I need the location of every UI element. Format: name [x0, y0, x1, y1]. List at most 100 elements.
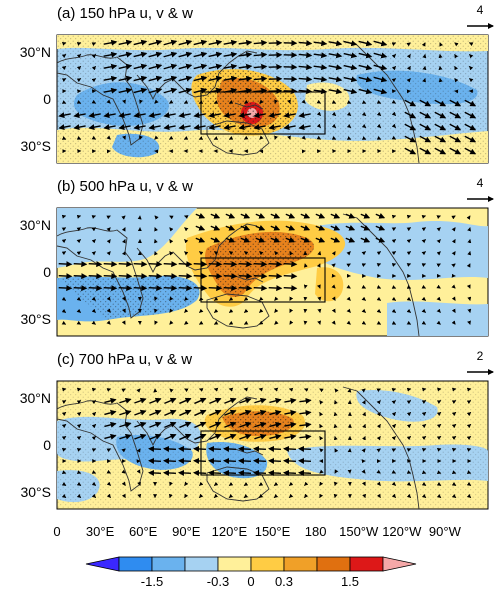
panel-c-lat-tick-label: 30°N — [20, 390, 51, 406]
wind-vector — [76, 423, 82, 429]
wind-vector — [289, 308, 294, 313]
wind-vector — [178, 75, 193, 82]
wind-vector — [406, 296, 412, 301]
wind-vector — [163, 469, 176, 476]
wind-vector — [254, 421, 267, 428]
wind-vector — [274, 320, 279, 325]
wind-vector — [169, 308, 174, 313]
wind-vector — [253, 39, 268, 46]
panel-b: (b) 500 hPa u, v & w 4 30°N 0 30°S — [20, 176, 494, 337]
wind-vector — [434, 135, 447, 143]
wind-vector — [316, 135, 322, 140]
wind-vector — [391, 411, 396, 417]
wind-vector — [436, 263, 441, 268]
wind-vector — [253, 445, 266, 452]
lon-tick-label: 30°E — [86, 524, 115, 539]
panel-b-lat-tick-label: 30°S — [20, 311, 51, 327]
wind-vector — [243, 251, 249, 256]
wind-vector — [404, 135, 417, 143]
wind-vector — [61, 493, 67, 499]
wind-vector — [268, 261, 283, 268]
wind-vector — [376, 123, 382, 129]
wind-vector — [253, 285, 268, 292]
wind-vector — [373, 40, 388, 47]
wind-vector — [421, 320, 427, 325]
wind-vector — [421, 493, 427, 499]
wind-vector — [313, 88, 328, 95]
wind-vector — [421, 239, 426, 244]
wind-vector — [298, 469, 311, 476]
wind-vector — [436, 239, 441, 244]
wind-vector — [454, 42, 459, 47]
wind-vector — [464, 111, 477, 119]
wind-vector — [319, 469, 324, 474]
wind-vector — [346, 251, 351, 256]
wind-vector — [362, 493, 366, 499]
colorbar-label: -1.5 — [141, 574, 163, 589]
wind-vector — [76, 481, 82, 486]
wind-vector — [436, 400, 442, 404]
wind-vector — [406, 423, 412, 429]
wind-vector — [406, 493, 412, 499]
wind-vector — [106, 239, 111, 244]
wind-vector — [466, 400, 472, 405]
wind-vector — [421, 400, 427, 405]
wind-vector — [243, 320, 249, 325]
wind-vector — [331, 123, 337, 129]
wind-vector — [331, 320, 336, 325]
wind-vector — [193, 469, 206, 476]
wind-vector — [391, 111, 396, 117]
wind-vector — [451, 296, 456, 301]
wind-vector — [406, 42, 411, 47]
wind-vector — [91, 227, 96, 232]
wind-vector — [118, 63, 133, 70]
wind-vector — [421, 448, 427, 452]
wind-vector — [184, 227, 189, 232]
wind-vector — [184, 239, 189, 244]
wind-vector — [163, 445, 176, 452]
wind-vector — [103, 285, 118, 292]
panel-a-lat-tick-label: 30°S — [20, 138, 51, 154]
wind-vector — [298, 76, 313, 83]
wind-vector — [391, 493, 396, 499]
wind-vector — [213, 296, 219, 301]
panel-a-field — [57, 35, 488, 163]
wind-vector — [76, 136, 82, 140]
wind-vector — [466, 436, 472, 441]
wind-vector — [358, 88, 373, 95]
wind-vector — [258, 481, 264, 486]
wind-vector — [451, 320, 456, 325]
wind-vector — [376, 111, 382, 117]
wind-vector — [391, 65, 396, 71]
wind-vector — [103, 124, 116, 131]
wind-vector — [208, 87, 223, 94]
wind-vector — [285, 225, 296, 231]
colorbar-swatch — [217, 556, 252, 572]
wind-vector — [285, 213, 296, 219]
wind-vector — [391, 54, 396, 59]
lon-tick-label: 120°W — [382, 524, 422, 539]
panel-b-wind-vectors — [58, 213, 472, 325]
wind-vector — [223, 124, 236, 131]
wind-vector — [255, 225, 266, 231]
wind-vector — [61, 320, 67, 325]
wind-vector — [195, 213, 206, 219]
wind-vector — [209, 397, 222, 405]
wind-vector — [195, 225, 206, 231]
wind-vector — [268, 445, 281, 452]
wind-vector — [149, 397, 162, 404]
wind-vector — [193, 285, 208, 292]
wind-vector — [360, 237, 371, 243]
wind-vector — [300, 225, 311, 231]
panel-b-coastlines — [56, 213, 420, 337]
wind-vector — [304, 481, 309, 486]
wind-vector — [259, 296, 264, 301]
wind-vector — [209, 433, 222, 441]
wind-vector — [119, 421, 132, 428]
wind-vector — [164, 397, 177, 405]
wind-vector — [253, 469, 266, 476]
wind-vector — [198, 100, 204, 104]
wind-vector — [298, 52, 313, 59]
wind-vector — [61, 436, 67, 441]
wind-vector — [208, 469, 221, 476]
